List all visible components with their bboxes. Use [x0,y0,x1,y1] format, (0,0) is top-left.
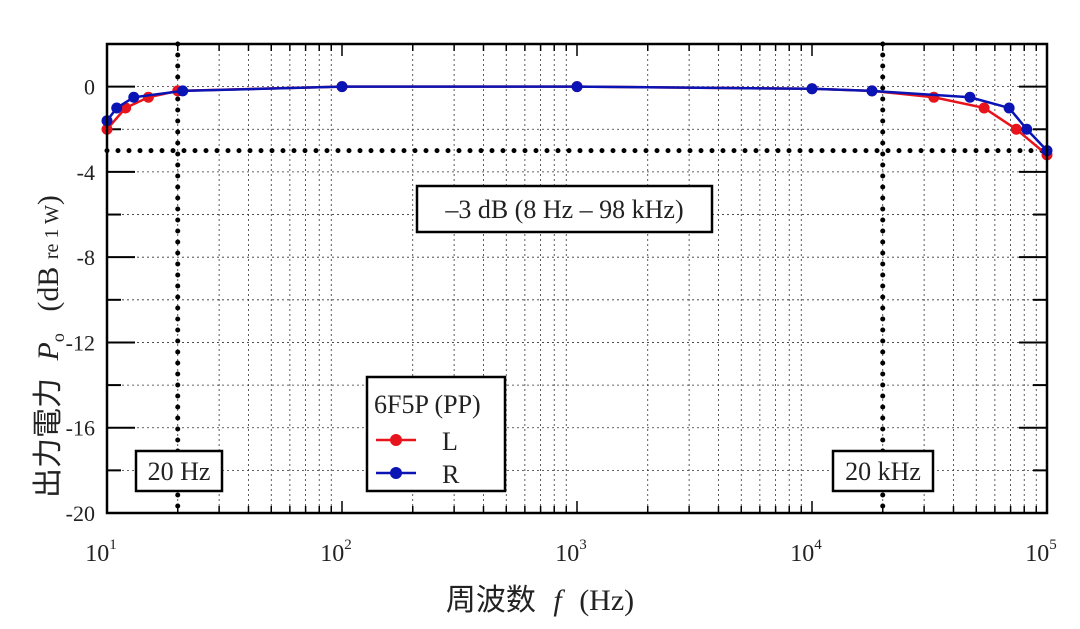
svg-text:出力電力 Po (dB: 出力電力 Po (dB re 1 W) [32,195,71,498]
y-tick-label: -8 [77,245,95,270]
series-line [106,85,1048,152]
data-point [1021,123,1033,135]
data-point [128,91,140,103]
y-tick-label: -4 [77,160,95,185]
20hz-annotation-box [134,449,224,493]
data-point [571,81,583,93]
series-R [101,81,1053,157]
20khz-annotation-box [831,449,935,493]
data-point [1010,123,1022,135]
x-tick-label: 104 [790,537,822,567]
grid [106,43,1047,514]
data-point [142,91,154,103]
data-point [177,85,189,97]
x-axis-label: 周波数 f (Hz) [445,584,635,617]
20hz-annotation: 20 Hz [134,449,224,493]
data-point [111,102,123,114]
20khz-annotation: 20 kHz [831,449,935,493]
legend-title: 6F5P (PP) [374,390,481,419]
data-point [866,85,878,97]
20hz-annotation-text: 20 Hz [148,457,211,486]
legend-label-R: R [442,460,460,489]
x-tick-label: 102 [320,537,352,567]
plot-frame [105,42,1049,515]
x-tick-label: 105 [1025,537,1057,567]
bandwidth-annotation: –3 dB (8 Hz – 98 kHz) [415,184,714,234]
legend-label-L: L [442,427,458,456]
y-tick-label: 0 [84,75,95,100]
bandwidth-annotation-box [415,184,714,234]
data-point [978,102,990,114]
x-tick-label: 101 [85,537,117,567]
legend: 6F5P (PP) LR [365,375,507,493]
y-tick-label: -20 [66,501,95,526]
y-axis-label: 出力電力 Po (dB re 1 W) [14,88,74,508]
20khz-annotation-text: 20 kHz [845,457,921,486]
bandwidth-annotation-text: –3 dB (8 Hz – 98 kHz) [444,195,683,224]
y-tick-label: -16 [66,416,95,441]
data-point [1003,102,1015,114]
legend-marker [390,434,402,446]
x-tick-label: 103 [555,537,587,567]
data-point [806,83,818,95]
y-tick-label: -12 [66,330,95,355]
series-line [106,85,1048,156]
data-point [964,91,976,103]
data-point [336,81,348,93]
legend-marker [390,467,402,479]
